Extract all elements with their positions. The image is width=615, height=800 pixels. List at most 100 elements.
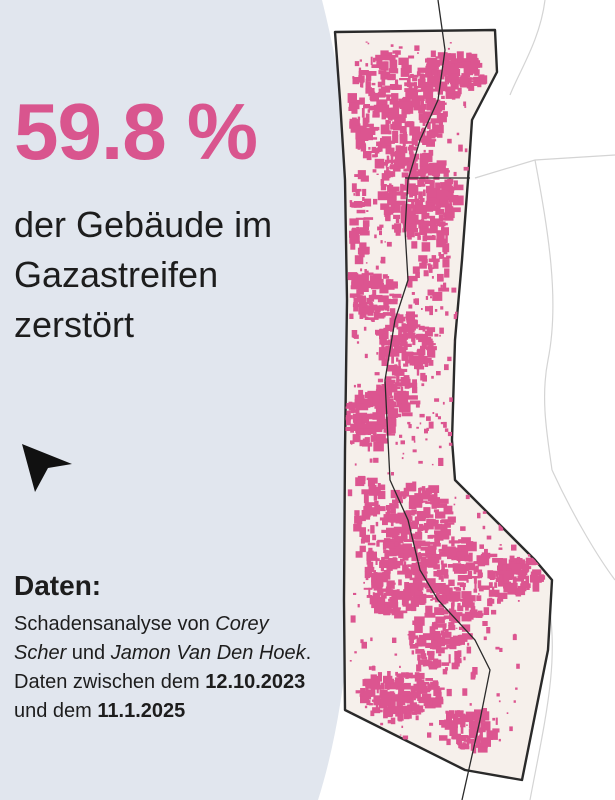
damage-speck xyxy=(426,215,436,219)
damage-speck xyxy=(494,582,498,588)
damage-speck xyxy=(429,305,433,316)
damage-speck xyxy=(425,200,433,203)
damage-speck xyxy=(430,523,439,527)
damage-speck xyxy=(403,487,407,494)
damage-speck xyxy=(373,592,381,601)
damage-speck xyxy=(403,375,410,382)
damage-speck xyxy=(464,106,467,108)
damage-speck xyxy=(453,503,456,506)
damage-speck xyxy=(390,44,394,47)
damage-speck xyxy=(385,381,394,385)
damage-speck xyxy=(404,158,416,163)
damage-speck xyxy=(496,571,499,582)
damage-speck xyxy=(511,544,517,551)
damage-speck xyxy=(414,616,425,626)
damage-speck xyxy=(389,348,400,357)
damage-speck xyxy=(398,579,402,586)
damage-speck xyxy=(441,563,445,572)
damage-speck xyxy=(375,315,385,319)
damage-speck xyxy=(380,256,386,264)
damage-speck xyxy=(443,563,447,568)
damage-speck xyxy=(368,91,376,97)
damage-speck xyxy=(377,142,383,152)
damage-speck xyxy=(401,112,407,118)
damage-speck xyxy=(365,113,370,123)
damage-speck xyxy=(390,589,398,595)
damage-speck xyxy=(357,604,360,608)
damage-speck xyxy=(378,416,381,420)
damage-speck xyxy=(402,735,409,740)
damage-speck xyxy=(433,260,439,269)
damage-speck xyxy=(380,203,390,210)
damage-speck xyxy=(372,114,380,118)
damage-speck xyxy=(374,150,378,158)
damage-speck xyxy=(396,607,401,610)
damage-speck xyxy=(449,637,461,646)
damage-speck xyxy=(441,579,444,582)
damage-speck xyxy=(356,278,364,285)
damage-speck xyxy=(509,726,513,732)
damage-speck xyxy=(412,77,418,82)
damage-speck xyxy=(418,180,424,186)
damage-speck xyxy=(412,578,421,589)
damage-speck xyxy=(424,612,436,618)
damage-speck xyxy=(377,226,382,231)
damage-speck xyxy=(401,352,409,361)
damage-speck xyxy=(420,197,425,203)
damage-speck xyxy=(359,527,366,537)
damage-speck xyxy=(408,515,412,524)
damage-speck xyxy=(382,518,388,526)
damage-speck xyxy=(419,105,423,109)
damage-speck xyxy=(449,720,457,727)
damage-speck xyxy=(416,351,425,355)
damage-speck xyxy=(394,541,399,547)
damage-speck xyxy=(425,296,429,300)
damage-speck xyxy=(483,636,487,641)
damage-speck xyxy=(418,221,427,229)
damage-speck xyxy=(498,547,503,550)
damage-speck xyxy=(437,273,444,282)
damage-speck xyxy=(388,543,399,549)
damage-speck xyxy=(413,683,422,692)
damage-speck xyxy=(481,711,487,718)
damage-speck xyxy=(393,405,402,408)
damage-speck xyxy=(350,615,356,623)
damage-speck xyxy=(478,75,488,84)
damage-speck xyxy=(376,686,379,694)
damage-speck xyxy=(377,575,386,580)
damage-speck xyxy=(349,200,353,203)
damage-speck xyxy=(414,359,421,370)
damage-speck xyxy=(461,537,471,544)
damage-speck xyxy=(453,171,457,177)
damage-speck xyxy=(387,700,396,711)
damage-speck xyxy=(351,183,357,193)
data-description: Schadensanalyse von Corey Scher und Jamo… xyxy=(14,610,314,726)
damage-speck xyxy=(428,360,434,366)
damage-speck xyxy=(385,145,392,155)
damage-speck xyxy=(412,589,417,597)
damage-speck xyxy=(385,345,394,354)
damage-speck xyxy=(387,364,398,372)
damage-speck xyxy=(414,502,423,508)
damage-speck xyxy=(416,333,423,340)
damage-speck xyxy=(401,672,406,678)
damage-speck xyxy=(401,192,407,196)
damage-speck xyxy=(399,336,404,340)
damage-speck xyxy=(457,582,465,586)
damage-speck xyxy=(411,712,422,715)
damage-speck xyxy=(459,713,466,722)
damage-speck xyxy=(438,603,444,607)
damage-speck xyxy=(399,126,407,134)
damage-speck xyxy=(440,640,444,643)
damage-speck xyxy=(453,180,458,186)
damage-speck xyxy=(364,437,370,443)
damage-speck xyxy=(352,77,360,85)
damage-speck xyxy=(366,553,369,555)
damage-speck xyxy=(354,188,362,192)
damage-speck xyxy=(406,311,415,321)
damage-speck xyxy=(451,55,456,59)
damage-speck xyxy=(393,214,401,219)
damage-speck xyxy=(361,82,364,88)
damage-speck xyxy=(368,301,372,306)
